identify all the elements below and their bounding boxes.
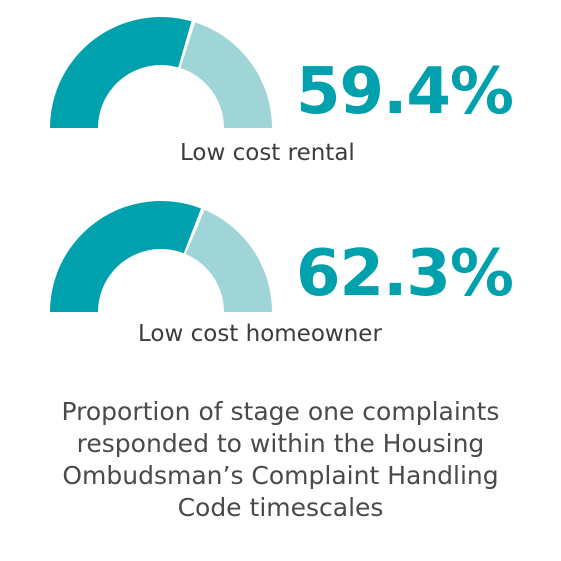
gauge-low-cost-homeowner: [50, 201, 273, 312]
gauge-remaining-segment: [185, 209, 273, 312]
caption-line: Code timescales: [177, 493, 384, 522]
gauge-filled-segment: [50, 201, 202, 312]
caption-line: responded to within the Housing: [76, 429, 485, 458]
gauge-value-homeowner: 62.3%: [296, 237, 514, 311]
gauge-label-homeowner: Low cost homeowner: [138, 321, 382, 347]
gauge-low-cost-rental: [50, 17, 272, 129]
gauge-label-rental: Low cost rental: [180, 140, 355, 166]
chart-caption: Proportion of stage one complaints respo…: [0, 396, 561, 524]
caption-line: Proportion of stage one complaints: [61, 397, 500, 426]
caption-line: Ombudsman’s Complaint Handling: [62, 461, 499, 490]
gauge-remaining-segment: [180, 22, 272, 128]
gauge-value-rental: 59.4%: [296, 55, 514, 129]
gauge-filled-segment: [50, 17, 192, 129]
